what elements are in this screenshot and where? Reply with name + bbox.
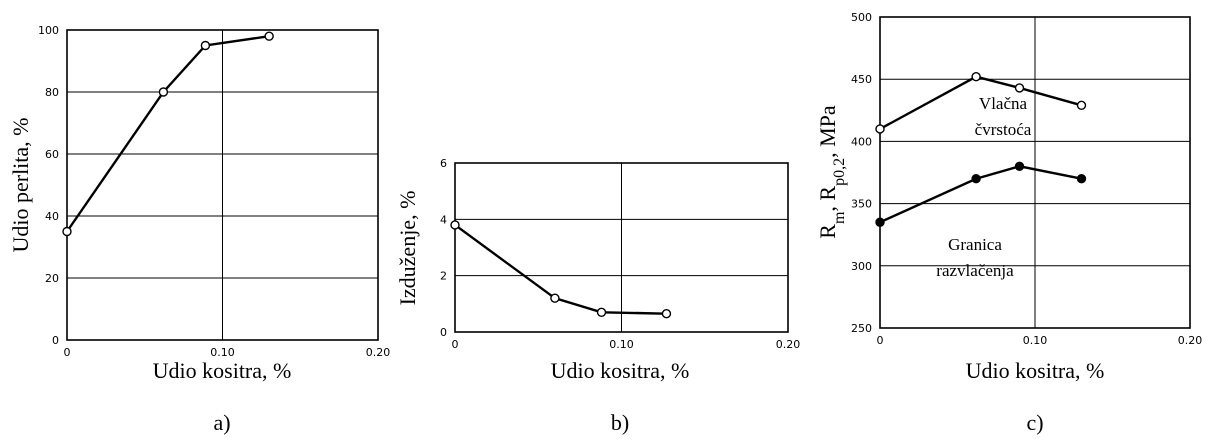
series-0-point bbox=[1076, 100, 1087, 111]
y-tick-label: 4 bbox=[440, 213, 447, 226]
series-0-point bbox=[661, 308, 672, 319]
series-0-point bbox=[450, 220, 460, 230]
x-tick-label: 0.10 bbox=[609, 338, 634, 351]
chart-c-y-label-sub-p02: p0,2 bbox=[831, 158, 848, 186]
chart-a-grid bbox=[67, 30, 378, 340]
series-1-point bbox=[875, 217, 885, 227]
chart-a-panel-label: a) bbox=[213, 410, 230, 435]
series-1-line bbox=[879, 165, 1082, 224]
y-tick-label: 100 bbox=[38, 24, 59, 37]
series-1-point bbox=[1076, 174, 1087, 184]
chart-b-x-axis-label: Udio kositra, % bbox=[551, 358, 690, 383]
x-tick-label: 0.20 bbox=[366, 346, 391, 359]
chart-c-y-label-tail: , MPa bbox=[815, 105, 840, 158]
chart-b-ticks: 0 0.10 0.20 0 2 4 6 bbox=[440, 157, 800, 351]
x-tick-label: 0.10 bbox=[1023, 334, 1048, 347]
y-tick-label: 500 bbox=[851, 11, 872, 24]
chart-c-series-label-tensile-line2: čvrstoća bbox=[975, 120, 1032, 139]
chart-b-y-axis-label: Izduženje, % bbox=[395, 191, 420, 306]
y-tick-label: 250 bbox=[851, 322, 872, 335]
chart-c-panel-label: c) bbox=[1026, 410, 1043, 435]
chart-b-series bbox=[450, 220, 672, 319]
y-tick-label: 40 bbox=[45, 210, 59, 223]
chart-a-x-axis-label: Udio kositra, % bbox=[153, 358, 292, 383]
series-0-point bbox=[200, 40, 211, 51]
y-tick-label: 450 bbox=[851, 73, 872, 86]
series-0-point bbox=[158, 87, 169, 97]
series-0-point bbox=[875, 124, 885, 134]
chart-b-grid bbox=[455, 163, 788, 332]
y-tick-label: 60 bbox=[45, 148, 59, 161]
y-tick-label: 2 bbox=[440, 270, 447, 283]
chart-c-ticks: 0 0.10 0.20 250 300 350 400 450 500 bbox=[851, 11, 1202, 347]
series-0-line bbox=[454, 223, 667, 315]
chart-b-panel-label: b) bbox=[611, 410, 629, 435]
series-0-point bbox=[596, 307, 607, 317]
series-0-point bbox=[62, 226, 72, 237]
chart-c: 0 0.10 0.20 250 300 350 400 450 500 Udio kositra… bbox=[815, 11, 1202, 435]
series-0-point bbox=[971, 72, 981, 82]
chart-c-y-label-r: R bbox=[815, 224, 840, 239]
y-tick-label: 350 bbox=[851, 198, 872, 211]
x-tick-label: 0 bbox=[64, 346, 71, 359]
y-tick-label: 0 bbox=[52, 334, 59, 347]
chart-c-grid bbox=[880, 17, 1190, 328]
chart-a-series bbox=[62, 31, 274, 237]
series-0-line bbox=[879, 75, 1082, 131]
y-tick-label: 6 bbox=[440, 157, 447, 170]
chart-a-ticks: 0 0.10 0.20 0 20 40 60 80 100 bbox=[38, 24, 390, 359]
series-1-point bbox=[971, 174, 981, 184]
y-tick-label: 0 bbox=[440, 326, 447, 339]
x-tick-label: 0.20 bbox=[776, 338, 801, 351]
chart-a: 0 0.10 0.20 0 20 40 60 80 100 Udio kositra, % Ud… bbox=[8, 24, 390, 435]
y-tick-label: 20 bbox=[45, 272, 59, 285]
chart-c-series-label-tensile-line1: Vlačna bbox=[979, 94, 1028, 113]
chart-b: 0 0.10 0.20 0 2 4 6 Udio kositra, % Izduženje,… bbox=[395, 157, 800, 435]
series-1-point bbox=[1014, 161, 1025, 171]
series-0-point bbox=[550, 293, 560, 303]
chart-c-y-axis-label: Rm, Rp0,2, MPa bbox=[815, 105, 848, 239]
series-0-point bbox=[264, 31, 274, 41]
series-0-line bbox=[66, 35, 270, 233]
chart-c-y-label-mid: , R bbox=[815, 186, 840, 212]
chart-c-y-label-sub-m: m bbox=[831, 211, 848, 224]
x-tick-label: 0 bbox=[452, 338, 459, 351]
y-tick-label: 400 bbox=[851, 135, 872, 148]
chart-c-series bbox=[875, 72, 1087, 227]
y-tick-label: 300 bbox=[851, 260, 872, 273]
x-tick-label: 0 bbox=[877, 334, 884, 347]
chart-c-series-label-yield-line1: Granica bbox=[948, 235, 1002, 254]
chart-a-y-axis-label: Udio perlita, % bbox=[8, 117, 33, 252]
x-tick-label: 0.20 bbox=[1178, 334, 1203, 347]
series-0-point bbox=[1014, 83, 1025, 93]
chart-c-x-axis-label: Udio kositra, % bbox=[966, 358, 1105, 383]
y-tick-label: 80 bbox=[45, 86, 59, 99]
x-tick-label: 0.10 bbox=[210, 346, 235, 359]
chart-c-series-label-yield-line2: razvlačenja bbox=[936, 261, 1014, 280]
